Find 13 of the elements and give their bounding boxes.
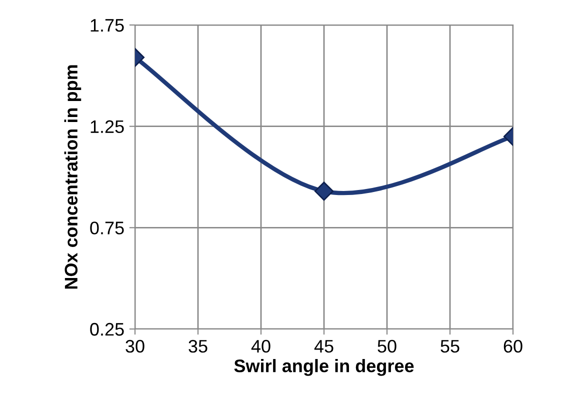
y-tick-label: 1.75 [90, 19, 124, 32]
x-tick-label: 45 [314, 340, 334, 353]
y-tick-label: 0.25 [90, 322, 124, 336]
y-tick-label: 0.75 [90, 222, 124, 234]
x-tick-label: 60 [504, 340, 522, 353]
x-axis-title: Swirl angle in degree [234, 359, 414, 376]
x-tick-label: 40 [251, 340, 270, 353]
x-tick-label: 55 [440, 340, 460, 353]
y-axis-title: NOx concentration in ppm [64, 65, 82, 289]
x-tick-label: 35 [188, 340, 208, 353]
x-tick-label: 50 [378, 340, 396, 353]
y-tick-label: 1.25 [90, 120, 124, 134]
x-tick-label: 30 [126, 340, 144, 353]
